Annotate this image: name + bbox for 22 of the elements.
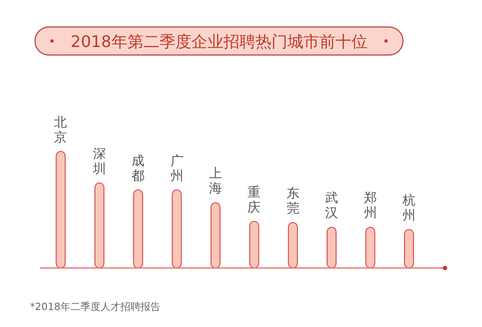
x-tick-label: 上海 [209,166,222,197]
text: *2018年二季度人才招聘报告 [30,301,160,313]
x-tick-label: 深圳 [92,146,106,177]
x-tick-label: 武汉 [325,191,338,222]
bar [133,189,144,268]
x-tick-label: 郑州 [364,191,377,222]
bar [94,182,104,268]
chart-title: 2018年第二季度企业招聘热门城市前十位 [70,32,368,51]
bar [249,220,260,268]
bar [210,202,220,268]
bar [288,222,298,268]
bar [56,150,66,268]
bar [326,226,337,268]
x-tick-label: 重庆 [248,185,261,216]
bar [172,189,182,268]
bar [404,229,414,268]
x-tick-label: 杭州 [402,194,416,224]
x-tick-label: 成都 [132,154,145,184]
x-tick-label: 东莞 [286,186,300,217]
x-tick-label: 北京 [54,115,68,146]
x-tick-label: 广州 [170,154,184,184]
bar [365,226,376,268]
